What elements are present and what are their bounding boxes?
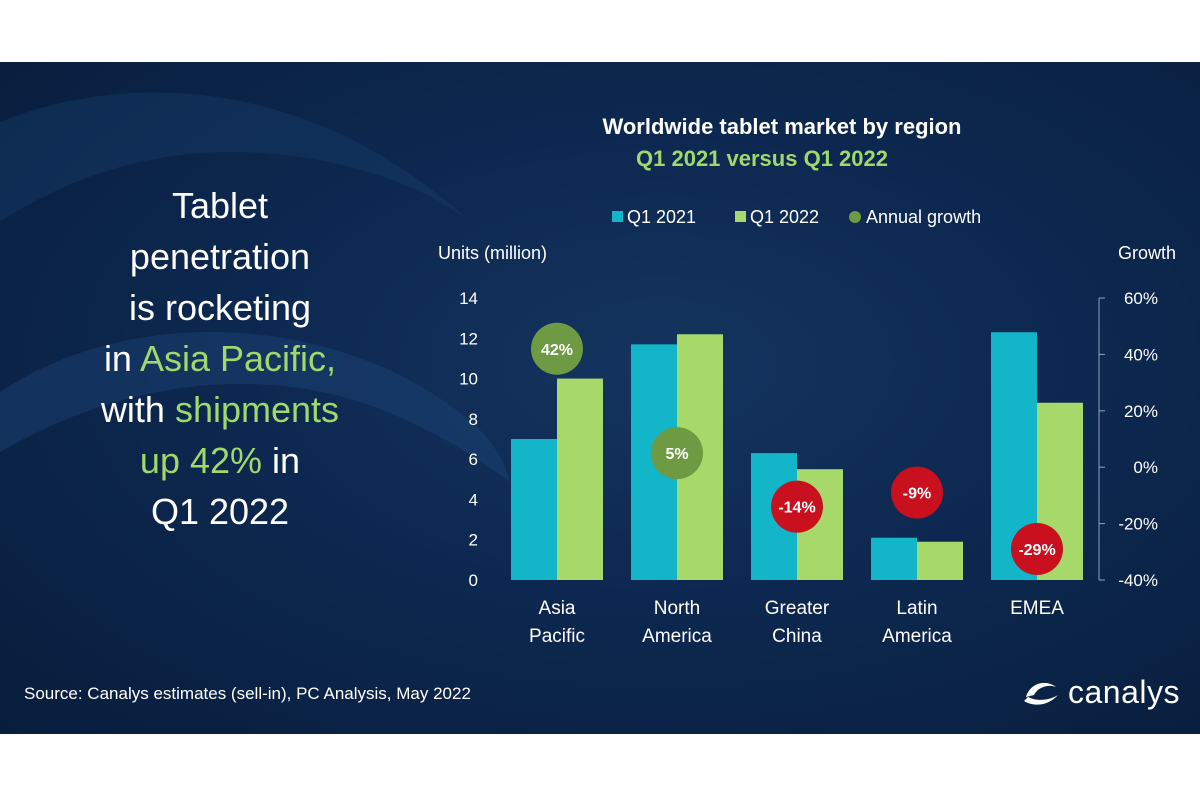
growth-bubble bbox=[651, 427, 703, 480]
legend-label-growth: Annual growth bbox=[866, 207, 981, 227]
growth-label: 5% bbox=[665, 446, 688, 463]
y2-tick-label: 40% bbox=[1124, 345, 1158, 364]
headline-line: with shipments bbox=[30, 384, 410, 435]
headline-line: in Asia Pacific, bbox=[30, 333, 410, 384]
legend-swatch-growth bbox=[849, 211, 861, 223]
category-label: Greater bbox=[765, 598, 830, 619]
y-tick-label: 10 bbox=[459, 370, 478, 389]
headline-line: up 42% in bbox=[30, 435, 410, 486]
headline-text: in bbox=[262, 440, 301, 481]
y-tick-label: 12 bbox=[459, 329, 478, 348]
y-tick-label: 14 bbox=[459, 289, 478, 308]
bar-q1-2022 bbox=[557, 378, 603, 580]
y-tick-label: 0 bbox=[469, 571, 478, 590]
category-label: Asia bbox=[539, 598, 576, 619]
canalys-swoosh-icon bbox=[1024, 682, 1058, 705]
headline-line: penetration bbox=[129, 236, 311, 277]
y2-tick-label: 20% bbox=[1124, 402, 1158, 421]
growth-bubble bbox=[891, 466, 943, 519]
legend: Q1 2021 Q1 2022 Annual growth bbox=[612, 207, 981, 227]
growth-label: -29% bbox=[1018, 542, 1055, 559]
headline-text: with bbox=[100, 389, 175, 430]
chart-title: Worldwide tablet market by region bbox=[603, 114, 962, 139]
y-tick-label: 4 bbox=[469, 490, 478, 509]
category-label: America bbox=[882, 626, 952, 647]
y-tick-label: 8 bbox=[469, 410, 478, 429]
category-label: North bbox=[654, 598, 700, 619]
chart-subtitle: Q1 2021 versus Q1 2022 bbox=[636, 146, 888, 171]
bar-q1-2021 bbox=[871, 537, 917, 580]
y-axis-title: Units (million) bbox=[438, 243, 547, 263]
y-tick-label: 2 bbox=[469, 531, 478, 550]
headline-highlight: shipments bbox=[174, 389, 340, 430]
source-note: Source: Canalys estimates (sell-in), PC … bbox=[24, 684, 471, 703]
headline-line: is rocketing bbox=[128, 287, 312, 328]
growth-bubble bbox=[1011, 522, 1063, 575]
headline-text: in bbox=[103, 338, 140, 379]
bar-q1-2022 bbox=[917, 541, 963, 580]
category-label: Latin bbox=[896, 598, 937, 619]
y2-tick-label: -40% bbox=[1118, 571, 1158, 590]
tablet-market-chart: Worldwide tablet market by region Q1 202… bbox=[438, 114, 1176, 647]
infographic-panel: Tablet penetration is rocketing in Asia … bbox=[0, 62, 1200, 734]
y2-axis-title: Growth bbox=[1118, 243, 1176, 263]
category-label: EMEA bbox=[1010, 598, 1064, 619]
y2-tick-label: 0% bbox=[1133, 458, 1158, 477]
category-label: Pacific bbox=[529, 626, 585, 647]
y-tick-label: 6 bbox=[469, 450, 478, 469]
growth-bubble bbox=[531, 322, 583, 375]
y2-tick-label: 60% bbox=[1124, 289, 1158, 308]
legend-label-q1-2021: Q1 2021 bbox=[627, 207, 696, 227]
growth-label: -14% bbox=[778, 500, 815, 517]
growth-label: 42% bbox=[541, 342, 573, 359]
headline-line: Q1 2022 bbox=[150, 491, 290, 532]
legend-swatch-q1-2022 bbox=[735, 211, 746, 222]
bar-q1-2021 bbox=[511, 439, 557, 580]
growth-label: -9% bbox=[903, 486, 931, 503]
background-swoosh bbox=[0, 92, 510, 482]
growth-bubble bbox=[771, 480, 823, 533]
headline: Tablet penetration is rocketing in Asia … bbox=[30, 180, 410, 537]
legend-swatch-q1-2021 bbox=[612, 211, 623, 222]
brand-logo: canalys bbox=[1022, 672, 1180, 712]
brand-name: canalys bbox=[1068, 673, 1180, 710]
y2-tick-label: -20% bbox=[1118, 515, 1158, 534]
legend-label-q1-2022: Q1 2022 bbox=[750, 207, 819, 227]
category-label: China bbox=[772, 626, 822, 647]
headline-highlight: Asia Pacific, bbox=[139, 338, 337, 379]
headline-line: Tablet bbox=[171, 185, 269, 226]
headline-highlight: up 42% bbox=[139, 440, 263, 481]
category-label: America bbox=[642, 626, 712, 647]
